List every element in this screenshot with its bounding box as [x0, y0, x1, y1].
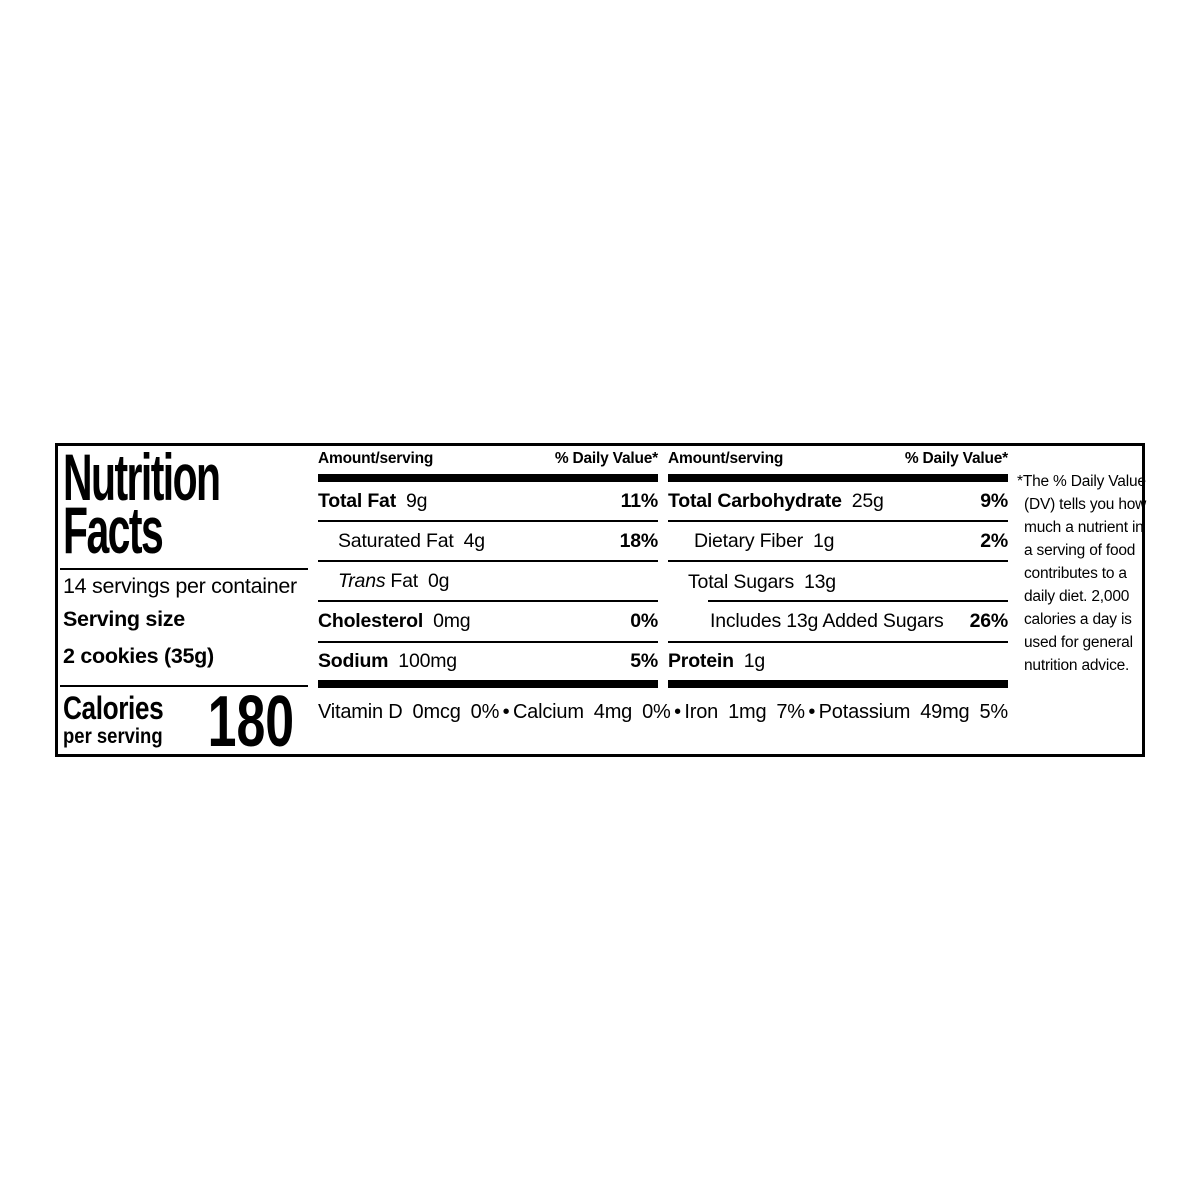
calories-label: Calories: [63, 690, 164, 726]
nutrient-column-carbs-protein: Amount/serving % Daily Value* Total Carb…: [668, 446, 1008, 754]
nutrient-row-added-sugars: Includes 13g Added Sugars 26%: [668, 602, 1008, 643]
nutrient-amount: 13g: [804, 570, 836, 593]
divider-bar: [318, 680, 658, 688]
micronutrient-dv: 5%: [979, 700, 1008, 723]
nutrient-name: Fat: [390, 569, 418, 592]
micronutrients-row: Vitamin D 0mcg 0% • Calcium 4mg 0% • Iro…: [318, 694, 1008, 730]
nutrient-row-total-fat: Total Fat 9g 11%: [318, 482, 658, 522]
nutrient-row-dietary-fiber: Dietary Fiber 1g 2%: [668, 522, 1008, 562]
nutrient-name: Total Sugars: [688, 570, 794, 593]
serving-size-label: Serving size: [63, 607, 185, 631]
nutrient-dv: 26%: [969, 610, 1009, 632]
nutrient-name: Total Fat: [318, 489, 396, 512]
nutrient-row-total-carbohydrate: Total Carbohydrate 25g 9%: [668, 482, 1008, 522]
nutrient-dv: 2%: [980, 529, 1008, 552]
daily-value-footnote: *The % Daily Value (DV) tells you how mu…: [1017, 470, 1156, 677]
daily-value-header: % Daily Value*: [904, 450, 1008, 467]
column-header: Amount/serving % Daily Value*: [318, 447, 658, 471]
micronutrient-vitamin-d: Vitamin D 0mcg 0%: [318, 701, 499, 724]
nutrient-amount: 4g: [463, 529, 485, 552]
calories-value: 180: [207, 682, 294, 762]
serving-size-value: 2 cookies (35g): [63, 644, 214, 668]
divider-line: [60, 685, 308, 687]
bullet-separator: •: [502, 700, 510, 723]
micronutrient-name: Iron: [684, 700, 719, 723]
micronutrient-amount: 0mcg: [412, 700, 461, 723]
nutrient-name: Protein: [668, 650, 734, 672]
label-title-line1: Nutrition: [63, 440, 221, 514]
nutrient-amount: 0mg: [433, 610, 471, 632]
nutrient-amount: 9g: [406, 489, 428, 512]
micronutrient-name: Calcium: [512, 700, 584, 723]
nutrient-dv: 0%: [630, 610, 658, 632]
micronutrient-dv: 0%: [642, 700, 671, 723]
column-header: Amount/serving % Daily Value*: [668, 447, 1008, 471]
label-title: Nutrition Facts: [63, 444, 221, 563]
serving-info-panel: Nutrition Facts 14 servings per container…: [58, 444, 312, 762]
micronutrient-amount: 1mg: [728, 700, 767, 723]
nutrient-dv: 18%: [619, 529, 659, 552]
nutrient-row-protein: Protein 1g: [668, 643, 1008, 680]
nutrient-amount: 1g: [813, 529, 835, 552]
amount-serving-header: Amount/serving: [668, 450, 784, 467]
nutrient-amount: 1g: [743, 650, 766, 672]
nutrient-row-cholesterol: Cholesterol 0mg 0%: [318, 602, 658, 643]
nutrient-name: Includes 13g Added Sugars: [710, 610, 944, 632]
micronutrient-iron: Iron 1mg 7%: [684, 701, 805, 724]
footnote-line: nutrition advice.: [1024, 657, 1130, 674]
micronutrient-name: Potassium: [818, 700, 911, 723]
nutrient-name: Sodium: [318, 650, 389, 672]
nutrient-amount: 0g: [427, 569, 450, 592]
servings-per-container: 14 servings per container: [63, 574, 297, 598]
nutrient-dv: 5%: [630, 650, 658, 672]
micronutrient-potassium: Potassium 49mg 5%: [818, 700, 1009, 724]
nutrient-amount: 100mg: [398, 650, 457, 672]
bullet-separator: •: [674, 700, 681, 723]
footnote-line: a serving of food: [1024, 542, 1136, 559]
nutrient-name: Total Carbohydrate: [668, 489, 842, 512]
amount-serving-header: Amount/serving: [318, 450, 434, 467]
micronutrient-amount: 49mg: [920, 700, 970, 723]
divider-line: [60, 568, 308, 570]
micronutrient-dv: 0%: [470, 700, 500, 723]
nutrient-row-total-sugars: Total Sugars 13g: [668, 562, 1008, 602]
footnote-line: calories a day is: [1024, 611, 1132, 628]
divider-line: [708, 600, 1008, 602]
daily-value-header: % Daily Value*: [554, 450, 658, 467]
nutrition-facts-label: Nutrition Facts 14 servings per container…: [55, 443, 1146, 762]
nutrient-name: Dietary Fiber: [694, 529, 804, 552]
footnote-line: used for general: [1024, 634, 1133, 651]
micronutrient-name: Vitamin D: [318, 700, 403, 723]
calories-sublabel: per serving: [63, 725, 163, 748]
nutrient-name: Cholesterol: [318, 610, 424, 632]
micronutrient-calcium: Calcium 4mg 0%: [513, 701, 671, 724]
divider-bar: [668, 680, 1008, 688]
nutrient-row-sodium: Sodium 100mg 5%: [318, 643, 658, 680]
micronutrient-dv: 7%: [776, 700, 805, 723]
nutrient-row-saturated-fat: Saturated Fat 4g 18%: [318, 522, 658, 562]
footnote-line: (DV) tells you how: [1024, 496, 1147, 513]
footnote-line: daily diet. 2,000: [1024, 588, 1130, 605]
footnote-line: contributes to a: [1024, 565, 1127, 582]
bullet-separator: •: [808, 700, 816, 723]
nutrient-dv: 9%: [980, 489, 1008, 512]
nutrient-dv: 11%: [620, 489, 659, 512]
divider-bar: [318, 474, 658, 482]
footnote-line: much a nutrient in: [1024, 519, 1144, 536]
nutrient-amount: 25g: [851, 489, 884, 512]
micronutrient-amount: 4mg: [593, 700, 633, 723]
nutrient-row-trans-fat: Trans Fat 0g: [318, 562, 658, 602]
label-title-line2: Facts: [63, 493, 164, 567]
nutrient-name: Saturated Fat: [338, 529, 454, 552]
nutrient-name-italic: Trans: [338, 569, 386, 592]
footnote-line: *The % Daily Value: [1017, 473, 1146, 490]
divider-bar: [668, 474, 1008, 482]
nutrient-column-fats-sodium: Amount/serving % Daily Value* Total Fat 9…: [318, 446, 658, 754]
